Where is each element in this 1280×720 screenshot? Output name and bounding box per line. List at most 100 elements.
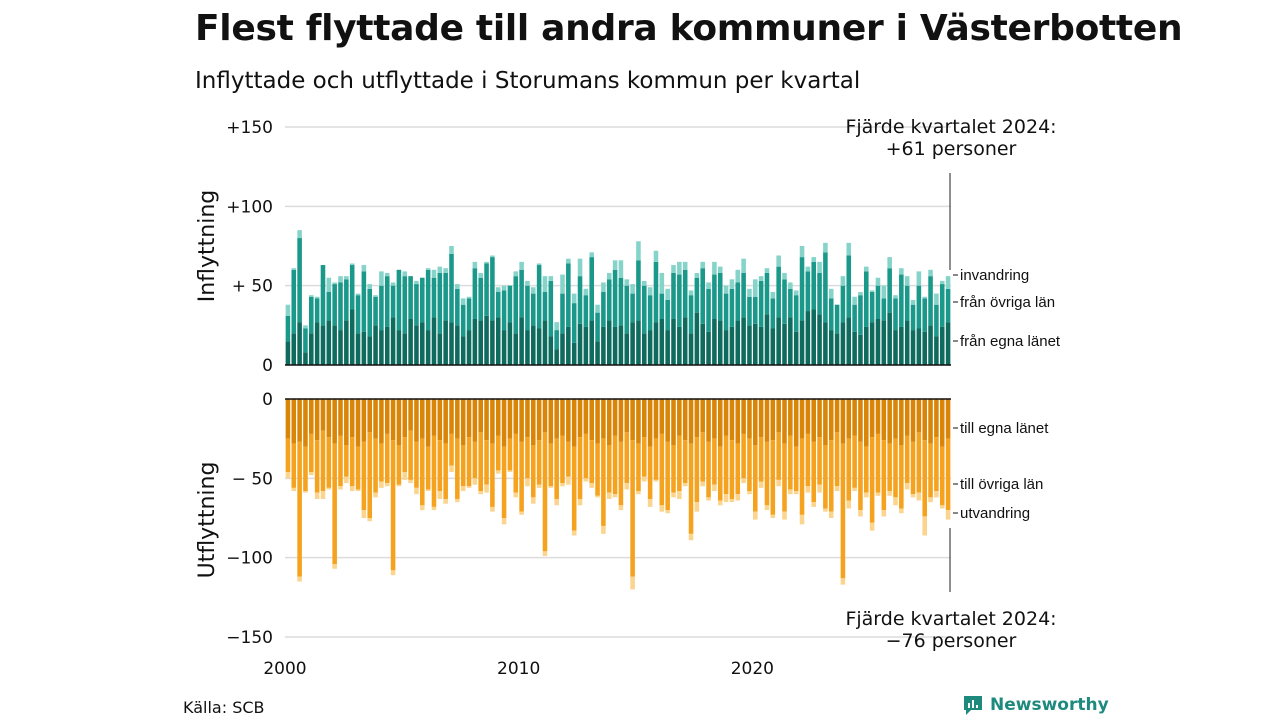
bar-segment [402, 276, 408, 334]
bar-segment [554, 498, 559, 506]
bar-segment [665, 399, 670, 442]
bar-segment [577, 498, 583, 506]
bar-segment [881, 440, 887, 511]
bar-segment [355, 399, 361, 447]
annotation-line: +61 personer [886, 138, 1017, 160]
bar-segment [390, 282, 396, 286]
bar-segment [887, 312, 892, 365]
bar-segment [840, 399, 846, 444]
bar-segment [776, 479, 781, 487]
bar-segment [934, 293, 939, 305]
bar-segment [764, 314, 770, 365]
bar-segment [420, 438, 425, 506]
bar-segment [583, 478, 589, 482]
bar-segment [788, 435, 793, 490]
bar-segment [495, 317, 501, 365]
bar-segment [782, 323, 787, 365]
bar-segment [314, 298, 320, 323]
bar-segment [899, 508, 904, 514]
bar-segment [566, 263, 571, 327]
bar-segment [817, 437, 822, 485]
bar-segment [776, 266, 781, 318]
bar-segment [472, 261, 478, 269]
x-tick-label: 2010 [497, 659, 540, 679]
bar-segment [589, 399, 594, 441]
bar-segment [402, 271, 408, 277]
bar-segment [636, 491, 641, 495]
bar-segment [384, 272, 390, 277]
bar-segment [758, 326, 764, 365]
bar-segment [934, 399, 939, 438]
bar-segment [437, 272, 443, 334]
bar-segment [525, 285, 530, 331]
bar-segment [869, 290, 875, 293]
bar-segment [361, 271, 367, 332]
bar-segment [536, 399, 542, 441]
bar-segment [858, 292, 863, 296]
bar-segment [811, 257, 816, 262]
bar-segment [916, 432, 922, 493]
bar-segment [303, 328, 308, 353]
bar-segment [688, 295, 694, 334]
bar-segment [361, 331, 367, 365]
bar-segment [899, 399, 904, 446]
bar-segment [712, 484, 717, 492]
bar-segment [326, 277, 332, 293]
bar-segment [642, 476, 647, 482]
bar-segment [741, 258, 746, 273]
bar-segment [437, 266, 443, 273]
bar-segment [355, 295, 361, 334]
bar-segment [682, 483, 688, 487]
bar-segment [653, 479, 659, 482]
bar-segment [484, 399, 489, 441]
bar-segment [420, 322, 425, 365]
bar-segment [764, 399, 770, 442]
annotation-line: Fjärde kvartalet 2024: [845, 116, 1056, 138]
bar-segment [928, 269, 933, 277]
x-tick-label: 2000 [263, 659, 306, 679]
bar-segment [513, 276, 519, 334]
bar-segment [618, 441, 624, 506]
bar-segment [618, 505, 624, 511]
y-tick-label: +100 [226, 197, 273, 217]
bar-segment [583, 295, 589, 327]
bar-segment [910, 399, 916, 442]
bar-segment [449, 399, 454, 434]
bar-segment [875, 399, 881, 434]
bar-segment [747, 491, 752, 495]
bar-segment [484, 315, 489, 365]
bar-segment [782, 443, 787, 512]
bar-segment [671, 318, 676, 365]
bar-segment [519, 261, 524, 270]
bar-segment [361, 441, 367, 511]
bar-segment [571, 446, 577, 531]
bar-segment [875, 433, 881, 493]
bar-segment [916, 328, 922, 365]
bar-segment [934, 304, 939, 337]
bar-segment [431, 269, 437, 278]
bar-segment [934, 437, 939, 492]
series-label: utvandring [960, 505, 1030, 522]
annotation-line: −76 personer [886, 630, 1017, 652]
bar-segment [799, 246, 805, 258]
bar-segment [402, 399, 408, 438]
bar-segment [379, 285, 384, 331]
bar-segment [706, 282, 711, 289]
bar-segment [291, 333, 297, 365]
bar-segment [384, 276, 390, 327]
bar-segment [928, 443, 933, 498]
bar-segment [560, 274, 565, 294]
bar-segment [665, 330, 670, 365]
bar-segment [682, 269, 688, 318]
bar-segment [677, 326, 682, 365]
bar-segment [642, 280, 647, 286]
bar-segment [507, 322, 513, 365]
bar-segment [595, 312, 600, 342]
bar-segment [601, 525, 606, 534]
bar-segment [443, 443, 448, 499]
bar-segment [390, 570, 396, 576]
bar-segment [612, 399, 618, 436]
bar-segment [647, 287, 653, 296]
bar-segment [910, 494, 916, 498]
